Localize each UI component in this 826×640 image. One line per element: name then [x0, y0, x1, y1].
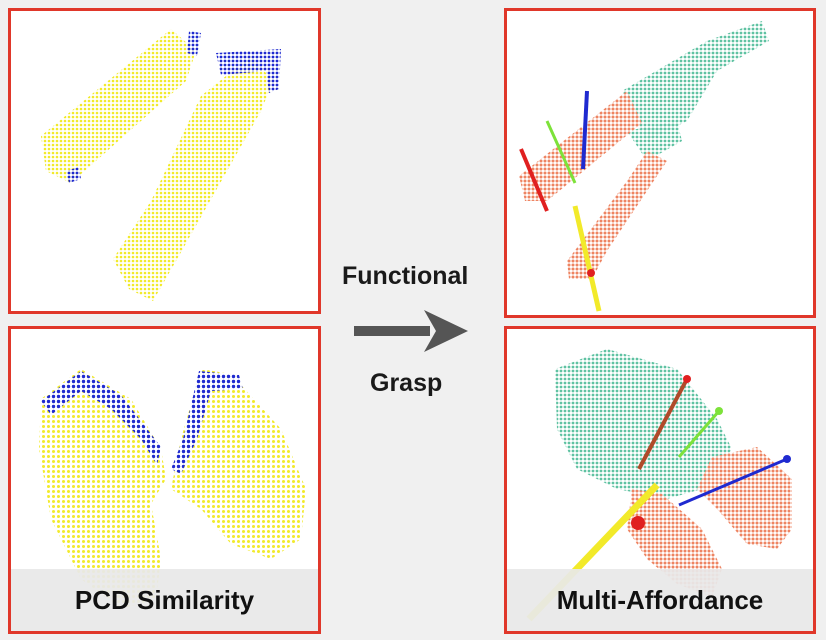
grasp-pose-green	[545, 120, 577, 184]
contact-points	[216, 49, 281, 93]
blade-region	[622, 21, 769, 141]
right-handle-points	[171, 369, 306, 559]
grasp-contact-dot	[715, 407, 723, 415]
contact-points	[187, 31, 201, 56]
affordance-panel-top-right	[504, 8, 816, 318]
panel-caption: PCD Similarity	[11, 569, 318, 631]
handle-region	[697, 447, 792, 549]
grasp-contact-dot	[587, 269, 595, 277]
contact-points	[41, 371, 161, 465]
grasp-contact-dot	[631, 516, 645, 530]
grasp-pose-red	[637, 378, 689, 470]
grasp-pose-green	[677, 410, 721, 458]
pcd-panel-bottom-left: PCD Similarity	[8, 326, 321, 634]
contact-points	[66, 167, 81, 183]
handle-region	[519, 91, 642, 201]
grasp-contact-dot	[783, 455, 791, 463]
contact-points	[171, 371, 243, 474]
grasp-pose-yellow	[572, 205, 602, 312]
pcd-panel-top-left	[8, 8, 321, 314]
arrow-label-top: Functional	[342, 262, 469, 290]
affordance-panel-bottom-right: Multi-Affordance	[504, 326, 816, 634]
lower-blade-points	[113, 56, 273, 301]
grasp-pose-blue	[581, 90, 589, 170]
arrow-label-bottom: Grasp	[370, 369, 443, 397]
upper-blade-points	[41, 29, 196, 183]
point-cloud-scissors-top	[39, 369, 306, 609]
grasp-pose-red	[519, 148, 549, 212]
blade-region	[555, 349, 732, 499]
point-cloud-scissors-side	[41, 29, 281, 301]
right-arrow-icon	[354, 310, 468, 352]
grasp-pose-blue	[678, 457, 788, 507]
handle-region	[567, 151, 667, 279]
panel-caption: Multi-Affordance	[507, 569, 813, 631]
affordance-scissors-side	[519, 21, 769, 312]
grasp-contact-dot	[683, 375, 691, 383]
blade-region	[627, 121, 682, 161]
